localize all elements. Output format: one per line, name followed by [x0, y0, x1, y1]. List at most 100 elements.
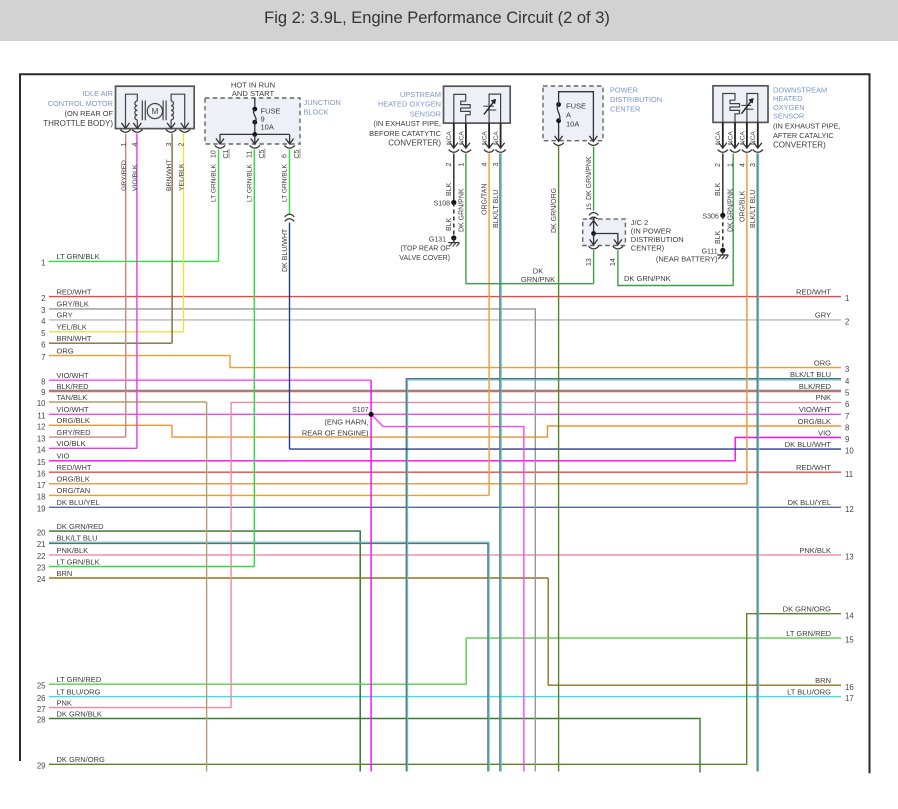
svg-text:(IN EXHAUST PIPE,: (IN EXHAUST PIPE, — [773, 121, 841, 130]
svg-text:15: 15 — [845, 636, 854, 645]
svg-text:SENSOR: SENSOR — [773, 112, 804, 121]
svg-text:ORG: ORG — [814, 358, 831, 367]
svg-text:6: 6 — [845, 400, 849, 409]
svg-text:ORG/BLK: ORG/BLK — [739, 191, 746, 222]
svg-text:VIO: VIO — [57, 452, 70, 461]
svg-text:5: 5 — [845, 389, 850, 398]
svg-text:6: 6 — [282, 154, 289, 158]
svg-text:BLK: BLK — [446, 182, 453, 196]
svg-text:DK GRN/PNK: DK GRN/PNK — [458, 188, 465, 232]
svg-text:25: 25 — [37, 681, 46, 690]
svg-text:10A: 10A — [261, 123, 274, 132]
svg-text:2: 2 — [845, 318, 849, 327]
svg-text:9: 9 — [261, 115, 265, 124]
svg-text:BLK/LT BLU: BLK/LT BLU — [790, 370, 831, 379]
svg-text:1: 1 — [727, 163, 734, 167]
svg-text:(ON REAR OF: (ON REAR OF — [65, 109, 114, 118]
svg-text:11: 11 — [37, 412, 45, 421]
svg-text:PNK/BLK: PNK/BLK — [799, 546, 831, 555]
svg-text:ORG/BLK: ORG/BLK — [57, 416, 90, 425]
svg-text:10A: 10A — [566, 120, 579, 129]
svg-text:NCA: NCA — [482, 131, 489, 145]
svg-text:GRY: GRY — [57, 311, 73, 320]
svg-text:BLK/RED: BLK/RED — [57, 382, 90, 391]
svg-text:BLK/RED: BLK/RED — [799, 382, 832, 391]
svg-text:14: 14 — [845, 611, 854, 620]
svg-text:DOWNSTREAM: DOWNSTREAM — [773, 86, 827, 95]
svg-text:LT GRN/BLK: LT GRN/BLK — [57, 252, 100, 261]
svg-text:RED/WHT: RED/WHT — [57, 287, 92, 296]
svg-text:VALVE COVER): VALVE COVER) — [399, 255, 450, 262]
svg-text:UPSTREAM: UPSTREAM — [400, 90, 441, 99]
svg-text:ORG/BLK: ORG/BLK — [57, 475, 90, 484]
svg-text:LT GRN/RED: LT GRN/RED — [57, 675, 102, 684]
svg-text:15: 15 — [37, 458, 46, 467]
svg-text:G131: G131 — [429, 237, 446, 244]
svg-text:BLK: BLK — [446, 217, 453, 231]
svg-text:14: 14 — [37, 446, 46, 455]
svg-text:BRN/WHT: BRN/WHT — [166, 159, 173, 191]
svg-text:REAR OF ENGINE): REAR OF ENGINE) — [302, 429, 369, 438]
svg-text:20: 20 — [37, 528, 46, 537]
svg-text:M: M — [152, 107, 159, 116]
svg-text:CENTER): CENTER) — [631, 244, 665, 253]
svg-text:10: 10 — [845, 447, 854, 456]
svg-text:POWER: POWER — [610, 86, 638, 95]
svg-text:Fig 2: 3.9L, Engine Performanc: Fig 2: 3.9L, Engine Performance Circuit … — [264, 9, 610, 27]
svg-text:J/C 2: J/C 2 — [631, 218, 649, 227]
svg-text:VIO/WHT: VIO/WHT — [57, 405, 89, 414]
svg-text:BRN: BRN — [57, 569, 73, 578]
svg-text:(TOP REAR OF: (TOP REAR OF — [400, 246, 450, 253]
svg-text:VIO: VIO — [818, 428, 831, 437]
svg-text:3: 3 — [750, 163, 757, 167]
svg-text:4: 4 — [482, 163, 489, 167]
svg-text:22: 22 — [37, 552, 46, 561]
svg-text:CONVERTER): CONVERTER) — [388, 139, 441, 148]
svg-text:VIO/WHT: VIO/WHT — [799, 405, 831, 414]
svg-text:3: 3 — [493, 163, 500, 167]
svg-text:1: 1 — [41, 259, 45, 268]
svg-text:DK GRN/ORG: DK GRN/ORG — [551, 188, 558, 233]
svg-text:9: 9 — [845, 435, 849, 444]
svg-text:12: 12 — [845, 505, 854, 514]
svg-text:PNK/BLK: PNK/BLK — [57, 546, 89, 555]
svg-text:16: 16 — [845, 683, 854, 692]
svg-text:10: 10 — [37, 399, 46, 408]
svg-text:4: 4 — [41, 317, 46, 326]
svg-text:NCA: NCA — [727, 131, 734, 145]
svg-text:VIO/WHT: VIO/WHT — [57, 371, 89, 380]
svg-text:HOT IN RUN: HOT IN RUN — [231, 80, 275, 89]
svg-text:HEATED: HEATED — [773, 94, 802, 103]
svg-text:A: A — [566, 111, 571, 120]
svg-text:6: 6 — [41, 340, 45, 349]
svg-text:26: 26 — [37, 694, 46, 703]
svg-text:2: 2 — [715, 163, 722, 167]
svg-text:14: 14 — [610, 258, 617, 266]
svg-text:DK GRN/ORG: DK GRN/ORG — [783, 605, 832, 614]
svg-text:28: 28 — [37, 716, 46, 725]
svg-text:S107: S107 — [352, 407, 368, 414]
svg-text:DK BLU/YEL: DK BLU/YEL — [788, 498, 831, 507]
svg-text:C1: C1 — [223, 149, 230, 158]
svg-text:4: 4 — [845, 377, 850, 386]
svg-text:LT BLU/ORG: LT BLU/ORG — [787, 687, 831, 696]
svg-text:NCA: NCA — [739, 131, 746, 145]
svg-text:2: 2 — [41, 294, 45, 303]
svg-text:FUSE: FUSE — [566, 102, 586, 111]
svg-text:2: 2 — [179, 143, 186, 147]
svg-text:1: 1 — [458, 163, 465, 167]
svg-text:DK GRN/ORG: DK GRN/ORG — [57, 755, 106, 764]
svg-text:11: 11 — [247, 151, 254, 158]
svg-text:VIO/BLK: VIO/BLK — [132, 164, 139, 191]
svg-text:C5: C5 — [294, 149, 301, 158]
svg-text:AFTER CATALYIC: AFTER CATALYIC — [773, 131, 834, 140]
svg-text:BLK/LT BLU: BLK/LT BLU — [493, 190, 500, 228]
svg-text:DK GRN/PNK: DK GRN/PNK — [727, 188, 734, 232]
svg-text:7: 7 — [41, 353, 45, 362]
svg-text:3: 3 — [166, 143, 173, 147]
svg-text:23: 23 — [37, 564, 46, 573]
svg-text:DISTRIBUTION: DISTRIBUTION — [631, 235, 684, 244]
svg-text:(ENG HARN,: (ENG HARN, — [324, 418, 368, 427]
svg-text:LT BLU/ORG: LT BLU/ORG — [57, 687, 101, 696]
svg-text:BRN: BRN — [815, 676, 831, 685]
